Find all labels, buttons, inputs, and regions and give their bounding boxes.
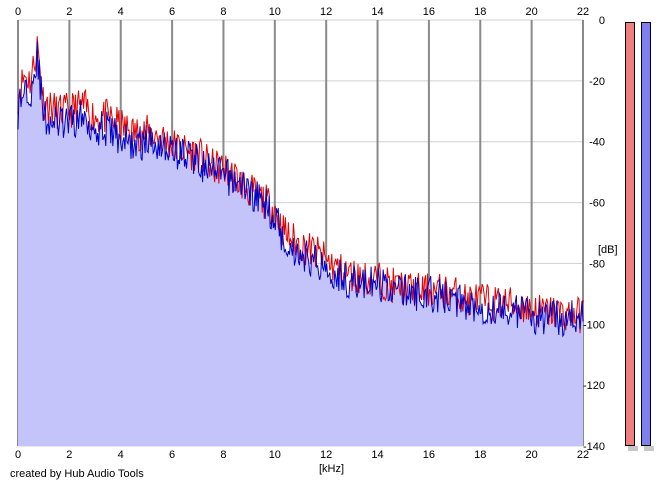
y-tick-label: -120 (583, 380, 605, 392)
y-tick-label: 0 (599, 15, 605, 27)
x-tick-label-bottom: 2 (66, 449, 72, 461)
x-tick-label-bottom: 6 (169, 449, 175, 461)
x-tick-label-bottom: 22 (577, 449, 589, 461)
y-tick-label: -60 (589, 198, 605, 210)
x-tick-label-top: 20 (526, 6, 538, 18)
x-tick-label-bottom: 20 (526, 449, 538, 461)
x-tick-labels-top: 0 2 4 6 8 10 12 14 16 18 20 22 (15, 6, 589, 18)
x-tick-label-top: 4 (118, 6, 124, 18)
y-tick-label: -100 (583, 319, 605, 331)
y-tick-label: -40 (589, 137, 605, 149)
spectrum-line-left (17, 36, 584, 334)
x-tick-label-top: 16 (423, 6, 435, 18)
x-tick-label-top: 18 (474, 6, 486, 18)
x-tick-label-top: 0 (15, 6, 21, 18)
spectrum-fill-area (18, 41, 583, 446)
level-meter-right (641, 22, 651, 446)
x-tick-label-bottom: 14 (371, 449, 383, 461)
x-tick-label-bottom: 18 (474, 449, 486, 461)
x-tick-label-top: 2 (66, 6, 72, 18)
x-tick-label-top: 6 (169, 6, 175, 18)
x-tick-labels-bottom: 0 2 4 6 8 10 12 14 16 18 20 22 (15, 449, 589, 461)
x-tick-label-top: 14 (371, 6, 383, 18)
y-tick-label: -20 (589, 76, 605, 88)
x-tick-label-bottom: 16 (423, 449, 435, 461)
x-tick-label-bottom: 12 (320, 449, 332, 461)
level-meter-left (625, 22, 635, 446)
y-axis-label: [dB] (598, 244, 618, 256)
y-tick-labels: 0 -20 -40 -60 -80 -100 -120 -140 (583, 15, 605, 453)
x-tick-label-top: 12 (320, 6, 332, 18)
x-tick-label-top: 22 (577, 6, 589, 18)
x-tick-label-bottom: 8 (220, 449, 226, 461)
level-meter-right-shadow (644, 446, 654, 451)
credit-text: created by Hub Audio Tools (10, 468, 144, 480)
y-tick-label: -140 (583, 441, 605, 453)
x-tick-label-bottom: 4 (118, 449, 124, 461)
level-meter-left-shadow (628, 446, 638, 451)
y-tick-label: -80 (589, 258, 605, 270)
x-tick-label-top: 10 (269, 6, 281, 18)
x-axis-label: [kHz] (319, 463, 344, 475)
x-tick-label-bottom: 10 (269, 449, 281, 461)
x-tick-label-top: 8 (220, 6, 226, 18)
x-tick-label-bottom: 0 (15, 449, 21, 461)
spectrum-line-right (17, 40, 584, 338)
